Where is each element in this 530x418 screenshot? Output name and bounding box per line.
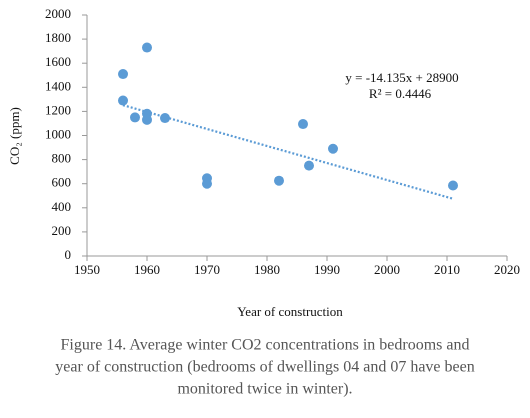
point bbox=[202, 178, 212, 189]
x-tick-label: 1960 bbox=[134, 262, 160, 277]
y-tick-label: 200 bbox=[52, 223, 72, 238]
point bbox=[142, 42, 152, 53]
x-tick-label: 2000 bbox=[374, 262, 400, 277]
point bbox=[304, 160, 314, 171]
x-tick-label: 1990 bbox=[314, 262, 340, 277]
y-tick-label: 1000 bbox=[45, 126, 71, 141]
trendline bbox=[122, 104, 454, 200]
x-tick-label: 1980 bbox=[254, 262, 280, 277]
x-tick-label: 1970 bbox=[194, 262, 220, 277]
y-tick-label: 1800 bbox=[45, 30, 71, 45]
equation: y = -14.135x + 28900 bbox=[345, 70, 458, 85]
x-axis-label: Year of construction bbox=[237, 304, 343, 319]
x-tick-label: 1950 bbox=[74, 262, 100, 277]
y-tick-label: 0 bbox=[65, 247, 72, 262]
y-tick-label: 1400 bbox=[45, 78, 71, 93]
point bbox=[160, 113, 170, 124]
caption-line: year of construction (bedrooms of dwelli… bbox=[55, 359, 474, 376]
y-tick-label: 2000 bbox=[45, 6, 71, 21]
point bbox=[298, 119, 308, 130]
caption-line: Figure 14. Average winter CO2 concentrat… bbox=[61, 337, 470, 354]
x-tick-label: 2010 bbox=[434, 262, 460, 277]
point bbox=[142, 114, 152, 125]
y-tick-label: 1600 bbox=[45, 54, 71, 69]
point bbox=[130, 112, 140, 123]
y-tick-label: 1200 bbox=[45, 102, 71, 117]
y-axis-label: CO₂ (ppm) bbox=[7, 107, 22, 165]
point bbox=[118, 69, 128, 80]
y-tick-label: 600 bbox=[52, 175, 72, 190]
r-squared: R² = 0.4446 bbox=[369, 86, 432, 101]
point bbox=[118, 95, 128, 106]
x-tick-label: 2020 bbox=[494, 262, 520, 277]
point bbox=[448, 180, 458, 191]
point bbox=[274, 175, 284, 186]
caption-line: monitored twice in winter). bbox=[177, 381, 352, 398]
point bbox=[328, 143, 338, 154]
y-tick-label: 400 bbox=[52, 199, 72, 214]
y-tick-label: 800 bbox=[52, 151, 72, 166]
